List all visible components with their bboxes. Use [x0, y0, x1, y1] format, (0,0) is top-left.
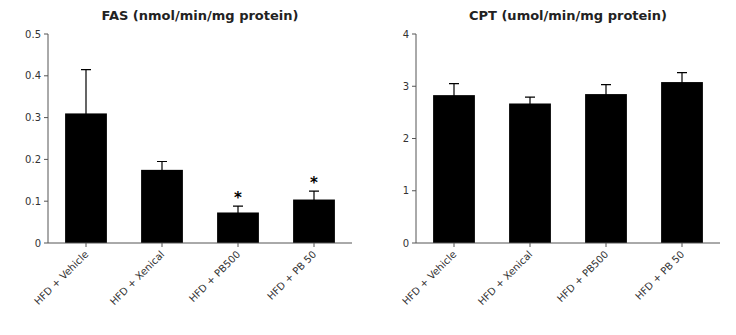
x-tick-label: HFD + Vehicle: [32, 249, 90, 307]
y-tick: [44, 243, 48, 244]
x-axis: [48, 243, 352, 244]
error-bar: [449, 84, 459, 107]
marks: [65, 70, 335, 243]
y-tick-label: 0.1: [25, 196, 41, 207]
y-tick: [412, 34, 416, 35]
x-tick: [530, 243, 531, 247]
bar: [509, 103, 551, 243]
x-tick-label: HFD + Vehicle: [400, 249, 458, 307]
bar: [585, 94, 627, 243]
error-bar: [677, 73, 687, 92]
y-axis: [48, 34, 49, 243]
significance-marker: *: [234, 189, 242, 207]
chart-figure: FAS (nmol/min/mg protein) 0 0.1 0.2 0.3 0.4 0.…: [0, 0, 736, 335]
x-tick-label: HFD + PB 50: [265, 249, 318, 302]
y-axis: [416, 34, 417, 243]
error-bar: [525, 97, 535, 110]
y-tick-label: 3: [403, 81, 409, 92]
y-tick-label: 0.2: [25, 154, 41, 165]
y-tick: [44, 201, 48, 202]
y-tick-label: 1: [403, 185, 409, 196]
y-tick: [412, 243, 416, 244]
x-tick: [86, 243, 87, 247]
x-tick-label: HFD + PB 50: [633, 249, 686, 302]
x-tick-label: HFD + Xenical: [108, 249, 167, 308]
bar: [433, 95, 475, 243]
error-bar: [601, 85, 611, 104]
significance-marker: *: [310, 174, 318, 192]
y-tick: [44, 117, 48, 118]
y-tick-label: 2: [403, 133, 409, 144]
x-tick: [238, 243, 239, 247]
error-bar: [233, 206, 243, 219]
x-tick: [162, 243, 163, 247]
y-tick-label: 0: [403, 238, 409, 249]
error-bar: [157, 161, 167, 178]
chart-title: FAS (nmol/min/mg protein): [102, 8, 299, 23]
y-tick: [412, 138, 416, 139]
error-bar: [309, 191, 319, 208]
x-tick: [454, 243, 455, 247]
x-tick-label: HFD + Xenical: [476, 249, 535, 308]
x-tick: [606, 243, 607, 247]
y-tick-label: 0.4: [25, 70, 41, 81]
x-tick: [682, 243, 683, 247]
x-tick-label: HFD + PB500: [187, 249, 243, 305]
y-tick: [44, 34, 48, 35]
y-tick-label: 0.5: [25, 29, 41, 40]
bar: [661, 82, 703, 243]
error-bar: [81, 70, 91, 158]
chart-panel: FAS (nmol/min/mg protein) 0 0.1 0.2 0.3 0.4 0.…: [25, 8, 352, 307]
chart-panel: CPT (umol/min/mg protein) 0 1 2 3 4 HFD + Vehi…: [400, 8, 720, 307]
y-tick-label: 0: [35, 238, 41, 249]
x-tick-label: HFD + PB500: [555, 249, 611, 305]
y-tick: [44, 159, 48, 160]
y-tick: [412, 190, 416, 191]
y-tick-label: 4: [403, 29, 409, 40]
y-tick: [412, 86, 416, 87]
y-tick-label: 0.3: [25, 112, 41, 123]
bar: [141, 170, 183, 243]
y-tick: [44, 75, 48, 76]
chart-title: CPT (umol/min/mg protein): [469, 8, 667, 23]
x-tick: [314, 243, 315, 247]
marks: [433, 73, 703, 243]
x-axis: [416, 243, 720, 244]
